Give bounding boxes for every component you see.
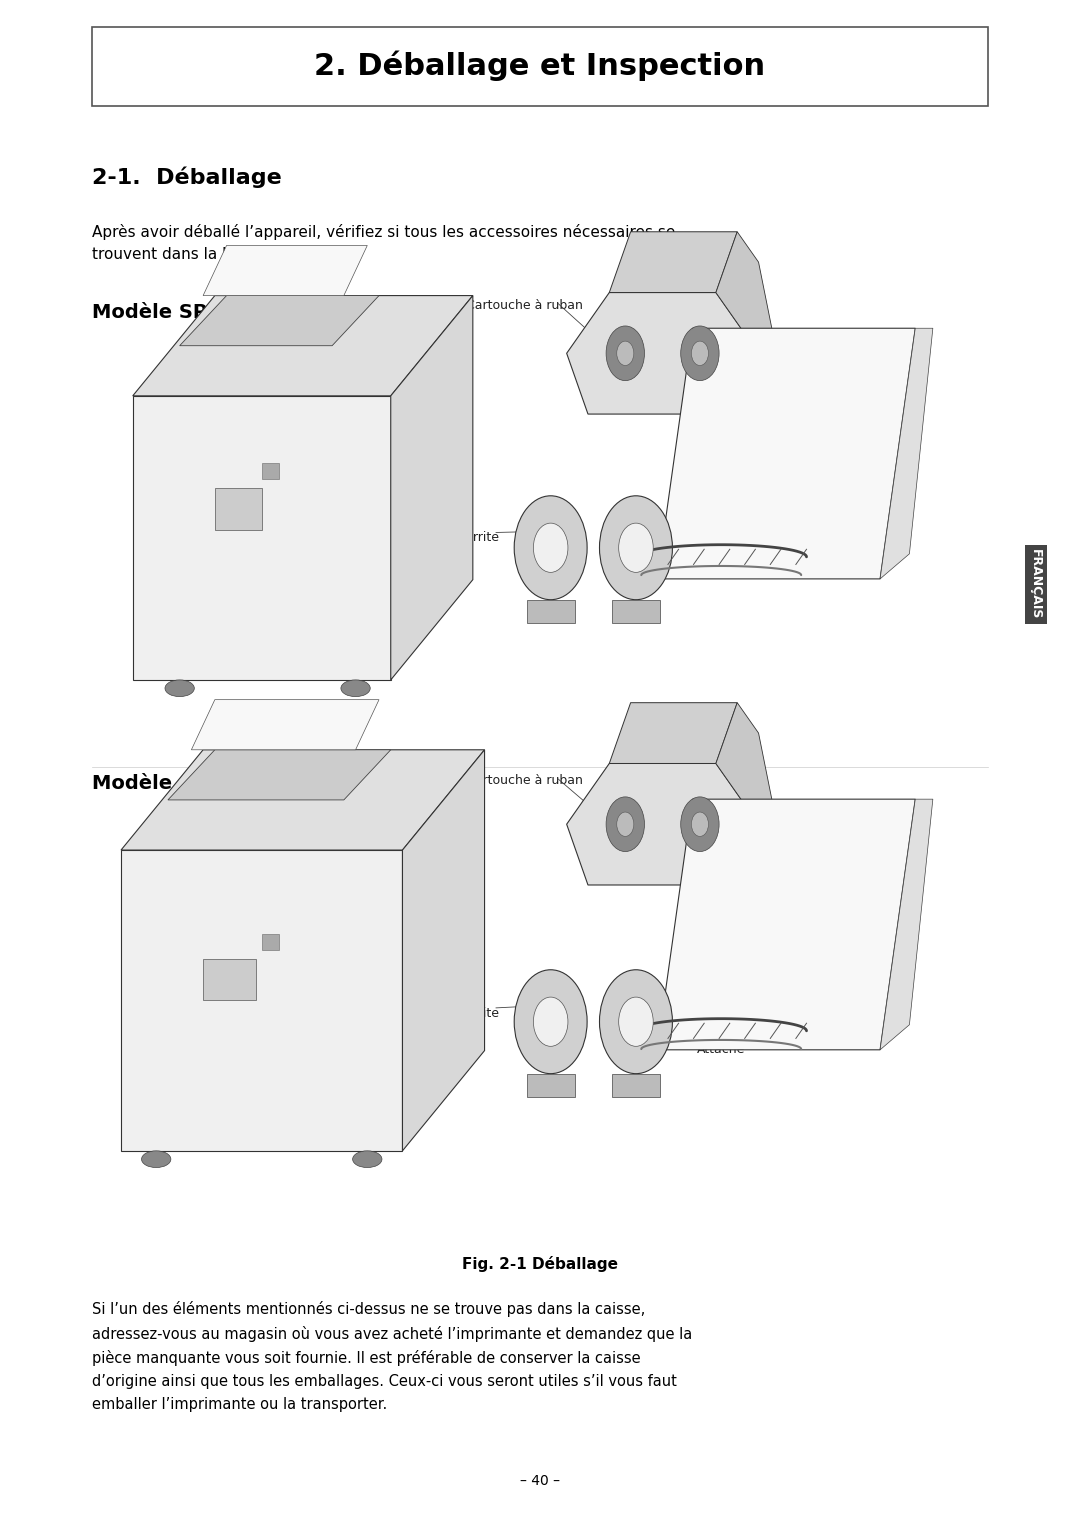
Text: Attache: Attache — [697, 566, 745, 579]
Ellipse shape — [141, 1151, 171, 1168]
Polygon shape — [716, 231, 780, 414]
Circle shape — [599, 970, 673, 1073]
Circle shape — [691, 342, 708, 365]
Polygon shape — [403, 750, 485, 1151]
Polygon shape — [203, 245, 367, 296]
Bar — [261, 934, 280, 950]
Polygon shape — [191, 699, 379, 750]
Text: Imprimante: Imprimante — [158, 368, 230, 382]
Circle shape — [599, 495, 673, 599]
Circle shape — [617, 342, 634, 365]
Polygon shape — [527, 599, 575, 622]
Text: Tore de ferrite: Tore de ferrite — [410, 530, 499, 544]
Polygon shape — [880, 799, 933, 1050]
Polygon shape — [167, 750, 391, 800]
Text: Imprimante: Imprimante — [158, 840, 230, 852]
Text: Modèle SP2500: Modèle SP2500 — [92, 774, 261, 793]
Text: Tore de ferrite: Tore de ferrite — [410, 1007, 499, 1019]
Circle shape — [691, 812, 708, 837]
Circle shape — [534, 523, 568, 572]
Text: 2. Déballage et Inspection: 2. Déballage et Inspection — [314, 51, 766, 81]
Polygon shape — [567, 763, 758, 885]
Polygon shape — [121, 750, 485, 851]
Text: Fig. 2-1 Déballage: Fig. 2-1 Déballage — [462, 1256, 618, 1272]
Text: Mode d’emploi: Mode d’emploi — [717, 512, 810, 524]
Polygon shape — [658, 799, 915, 1050]
Polygon shape — [391, 296, 473, 681]
Text: Si l’un des éléments mentionnés ci-dessus ne se trouve pas dans la caisse,
adres: Si l’un des éléments mentionnés ci-dessu… — [92, 1302, 692, 1412]
Polygon shape — [658, 328, 915, 579]
Bar — [261, 463, 280, 480]
Polygon shape — [612, 1073, 660, 1098]
Polygon shape — [880, 328, 933, 579]
Circle shape — [680, 797, 719, 851]
Polygon shape — [527, 1073, 575, 1098]
Bar — [215, 487, 261, 529]
Polygon shape — [133, 296, 473, 396]
Text: FRANÇAIS: FRANÇAIS — [1029, 549, 1042, 619]
Circle shape — [606, 327, 645, 380]
Polygon shape — [179, 296, 379, 346]
Polygon shape — [716, 702, 780, 885]
Text: Cartouche à ruban: Cartouche à ruban — [465, 774, 582, 786]
Text: Cartouche à ruban: Cartouche à ruban — [465, 299, 582, 311]
Circle shape — [617, 812, 634, 837]
Text: 2-1.  Déballage: 2-1. Déballage — [92, 167, 282, 189]
Ellipse shape — [353, 1151, 382, 1168]
Ellipse shape — [165, 681, 194, 696]
Circle shape — [606, 797, 645, 851]
Text: Attache: Attache — [697, 1042, 745, 1056]
Text: Modèle SP2300: Modèle SP2300 — [92, 304, 261, 322]
Circle shape — [619, 523, 653, 572]
Circle shape — [514, 970, 588, 1073]
Circle shape — [534, 996, 568, 1047]
Polygon shape — [121, 851, 403, 1151]
Polygon shape — [612, 599, 660, 622]
Circle shape — [680, 327, 719, 380]
Polygon shape — [609, 231, 738, 293]
FancyBboxPatch shape — [92, 26, 988, 106]
Circle shape — [514, 495, 588, 599]
Polygon shape — [609, 702, 738, 763]
Circle shape — [619, 996, 653, 1047]
Ellipse shape — [341, 681, 370, 696]
Polygon shape — [133, 396, 391, 681]
Bar — [203, 958, 256, 1001]
Text: Mode d’emploi: Mode d’emploi — [717, 983, 810, 995]
Polygon shape — [567, 293, 758, 414]
Text: Après avoir déballé l’appareil, vérifiez si tous les accessoires nécessaires se
: Après avoir déballé l’appareil, vérifiez… — [92, 224, 676, 262]
Text: – 40 –: – 40 – — [519, 1475, 561, 1489]
